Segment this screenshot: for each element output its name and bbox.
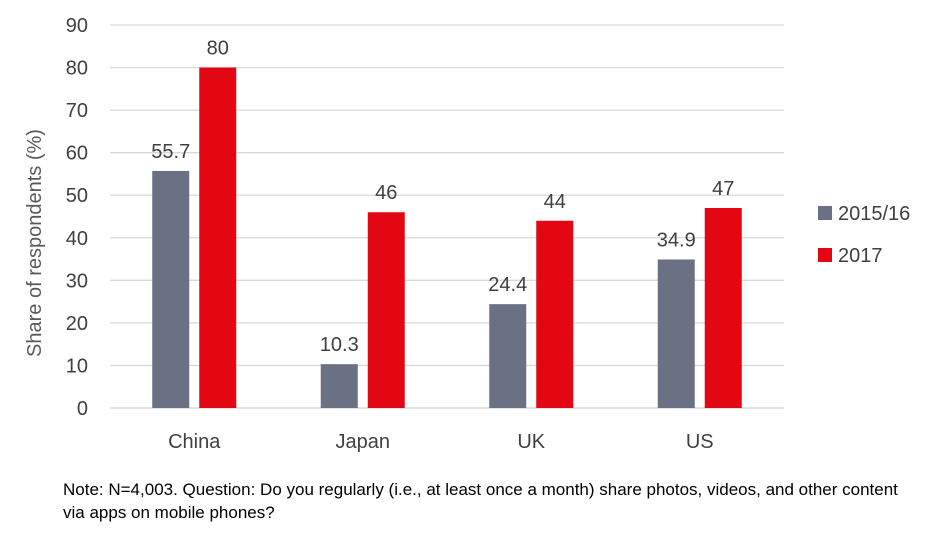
bar-us-201516: [657, 259, 695, 408]
y-tick-label: 0: [77, 398, 88, 420]
x-tick-label: China: [168, 431, 221, 453]
legend: 2015/16 2017: [818, 203, 910, 267]
legend-swatch: [818, 248, 832, 262]
data-label: 46: [375, 182, 397, 204]
data-label: 47: [712, 178, 734, 200]
y-tick-label: 60: [66, 143, 88, 165]
footnote: Note: N=4,003. Question: Do you regularl…: [63, 480, 898, 522]
chart-canvas: 0 10 20 30 40 50 60 70 80 90 China Japan UK US 55.7 80…: [24, 15, 910, 453]
data-label: 55.7: [151, 141, 190, 163]
data-label: 44: [544, 191, 566, 213]
legend-label: 2017: [838, 245, 883, 267]
x-tick-label: US: [686, 431, 714, 453]
legend-label: 2015/16: [838, 203, 910, 225]
y-tick-label: 70: [66, 100, 88, 122]
y-tick-label: 10: [66, 355, 88, 377]
bar-china-2017: [199, 67, 237, 409]
data-label: 24.4: [488, 274, 527, 296]
y-tick-label: 30: [66, 270, 88, 292]
y-tick-label: 50: [66, 185, 88, 207]
data-label: 80: [207, 38, 229, 60]
data-label: 34.9: [657, 229, 696, 251]
bar-china-201516: [152, 170, 190, 408]
bar-japan-2017: [367, 212, 405, 408]
bar-uk-201516: [489, 304, 527, 408]
y-tick-label: 40: [66, 228, 88, 250]
bar-uk-2017: [536, 220, 574, 408]
y-tick-label: 80: [66, 58, 88, 80]
bars: [152, 67, 742, 409]
legend-swatch: [818, 206, 832, 220]
y-tick-label: 90: [66, 15, 88, 37]
y-tick-label: 20: [66, 313, 88, 335]
x-tick-label: UK: [517, 431, 545, 453]
data-label: 10.3: [320, 334, 359, 356]
x-tick-label: Japan: [336, 431, 391, 453]
y-axis-title: Share of respondents (%): [24, 129, 46, 357]
bar-japan-201516: [320, 364, 358, 408]
bar-us-2017: [704, 207, 742, 408]
data-labels: 55.7 80 10.3 46 24.4 44 34.9 47: [151, 38, 734, 357]
